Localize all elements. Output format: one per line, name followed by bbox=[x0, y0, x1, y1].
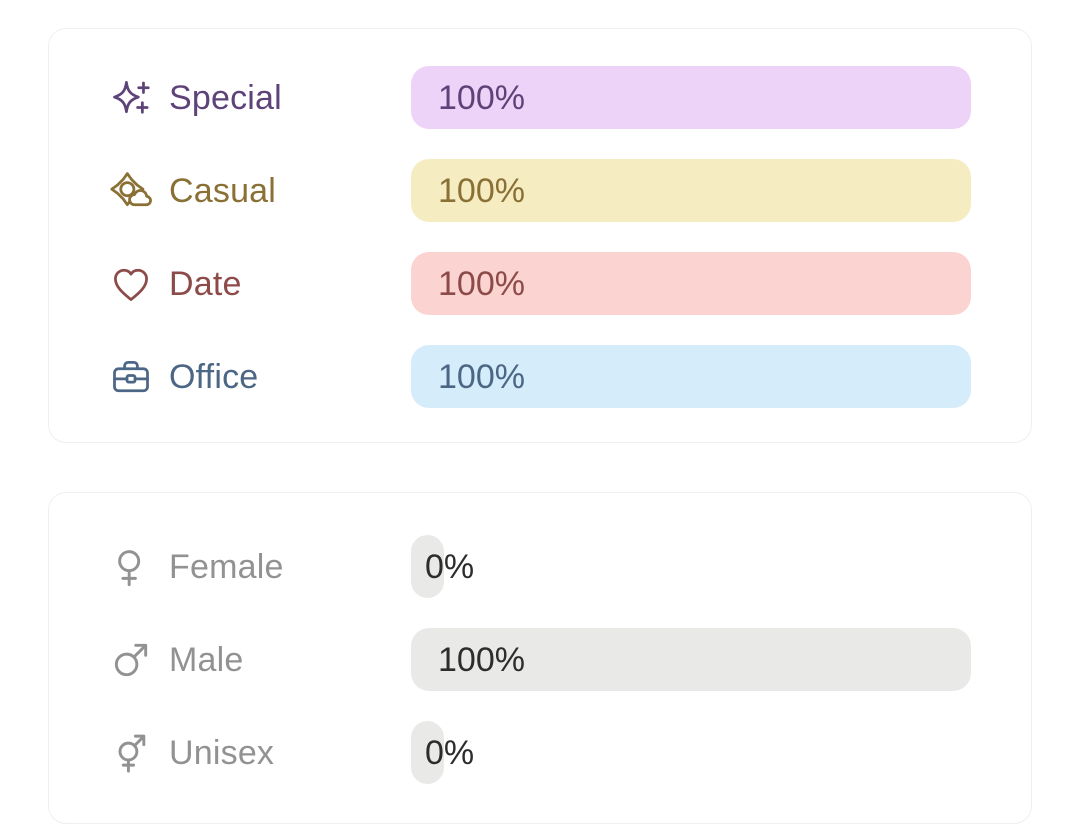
unisex-icon bbox=[109, 731, 153, 775]
stat-value-date: 100% bbox=[438, 264, 525, 303]
male-icon bbox=[109, 638, 153, 682]
stat-label-group: Female bbox=[109, 545, 411, 589]
stat-bar-track: 100% bbox=[411, 628, 971, 691]
sun-cloud-icon bbox=[109, 169, 153, 213]
stat-row-special: Special 100% bbox=[109, 66, 971, 129]
stat-bar-track: 100% bbox=[411, 66, 971, 129]
stat-bar-female: 0% bbox=[411, 535, 474, 598]
stat-bar-track: 100% bbox=[411, 252, 971, 315]
stat-value-casual: 100% bbox=[438, 171, 525, 210]
stat-label-date: Date bbox=[169, 264, 242, 303]
stat-label-male: Male bbox=[169, 640, 244, 679]
stat-bar-office: 100% bbox=[411, 345, 971, 408]
female-icon bbox=[109, 545, 153, 589]
stat-label-group: Office bbox=[109, 355, 411, 399]
stat-bar-male: 100% bbox=[411, 628, 971, 691]
stat-label-group: Special bbox=[109, 76, 411, 120]
stat-row-casual: Casual 100% bbox=[109, 159, 971, 222]
stat-value-office: 100% bbox=[438, 357, 525, 396]
stat-bar-track: 100% bbox=[411, 345, 971, 408]
occasion-stats-card: Special 100% Casual 100% Date 100 bbox=[48, 28, 1032, 443]
stat-row-male: Male 100% bbox=[109, 628, 971, 691]
stat-bar-unisex: 0% bbox=[411, 721, 474, 784]
stat-row-unisex: Unisex 0% bbox=[109, 721, 971, 784]
stat-value-female: 0% bbox=[425, 547, 475, 586]
stat-label-group: Unisex bbox=[109, 731, 411, 775]
stat-value-male: 100% bbox=[438, 640, 525, 679]
stat-bar-track: 100% bbox=[411, 159, 971, 222]
stat-label-group: Casual bbox=[109, 169, 411, 213]
heart-icon bbox=[109, 262, 153, 306]
stat-bar-track: 0% bbox=[411, 535, 971, 598]
stat-bar-date: 100% bbox=[411, 252, 971, 315]
stat-bar-casual: 100% bbox=[411, 159, 971, 222]
stat-row-female: Female 0% bbox=[109, 535, 971, 598]
stat-bar-special: 100% bbox=[411, 66, 971, 129]
stat-value-unisex: 0% bbox=[425, 733, 475, 772]
stat-label-female: Female bbox=[169, 547, 284, 586]
gender-stats-card: Female 0% Male 100% Unisex bbox=[48, 492, 1032, 824]
stat-label-unisex: Unisex bbox=[169, 733, 275, 772]
stat-value-special: 100% bbox=[438, 78, 525, 117]
stat-label-special: Special bbox=[169, 78, 282, 117]
stat-row-date: Date 100% bbox=[109, 252, 971, 315]
stat-row-office: Office 100% bbox=[109, 345, 971, 408]
stat-label-office: Office bbox=[169, 357, 259, 396]
stat-bar-track: 0% bbox=[411, 721, 971, 784]
stat-label-group: Male bbox=[109, 638, 411, 682]
sparkles-icon bbox=[109, 76, 153, 120]
stat-label-casual: Casual bbox=[169, 171, 277, 210]
briefcase-icon bbox=[109, 355, 153, 399]
stat-label-group: Date bbox=[109, 262, 411, 306]
